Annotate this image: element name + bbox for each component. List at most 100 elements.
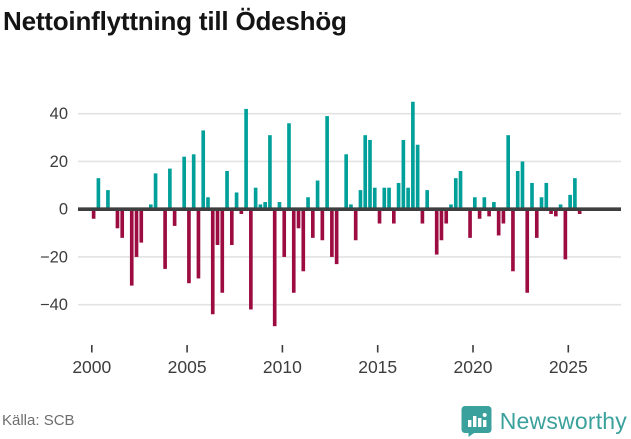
bar-2023-Q4 bbox=[544, 182, 549, 210]
bar-2011-Q3 bbox=[310, 209, 315, 238]
speech-bubble-shape bbox=[461, 406, 492, 437]
bar-2019-Q2 bbox=[458, 171, 463, 210]
bar-2018-Q3 bbox=[444, 209, 449, 224]
logo-exclamation-dot bbox=[482, 413, 487, 417]
bar-2012-Q1 bbox=[320, 209, 325, 241]
bar-2007-Q2 bbox=[229, 209, 234, 246]
bar-2010-Q3 bbox=[291, 209, 296, 293]
x-tick-label-2010: 2010 bbox=[263, 357, 302, 377]
bar-2016-Q4 bbox=[411, 101, 415, 210]
bar-2024-Q2 bbox=[554, 209, 558, 217]
bar-2017-Q3 bbox=[425, 190, 429, 210]
bar-2009-Q1 bbox=[263, 202, 267, 210]
bar-2023-Q3 bbox=[539, 197, 544, 210]
bar-2021-Q2 bbox=[496, 209, 501, 236]
bar-2017-Q2 bbox=[420, 209, 425, 224]
bar-2004-Q1 bbox=[168, 168, 172, 210]
bar-2012-Q2 bbox=[325, 116, 329, 210]
bar-2018-Q4 bbox=[449, 204, 453, 210]
bar-2025-Q1 bbox=[568, 194, 572, 210]
bar-2017-Q1 bbox=[415, 144, 420, 210]
bar-2000-Q4 bbox=[106, 190, 110, 210]
logo-bar-large bbox=[477, 418, 482, 427]
bar-2019-Q4 bbox=[468, 209, 472, 238]
bar-2014-Q4 bbox=[372, 187, 377, 210]
bar-2007-Q3 bbox=[234, 192, 239, 210]
bar-2019-Q1 bbox=[453, 178, 458, 210]
bar-2011-Q4 bbox=[315, 180, 320, 210]
bar-2010-Q2 bbox=[287, 123, 291, 210]
bar-2022-Q1 bbox=[511, 209, 515, 272]
x-tick-label-2005: 2005 bbox=[168, 357, 207, 377]
bar-2020-Q3 bbox=[482, 197, 487, 210]
bar-2020-Q1 bbox=[473, 197, 477, 210]
bar-2010-Q1 bbox=[282, 209, 287, 257]
bar-2007-Q4 bbox=[239, 209, 244, 214]
bar-2014-Q2 bbox=[363, 135, 368, 210]
bar-2005-Q2 bbox=[191, 154, 196, 210]
bar-2012-Q3 bbox=[330, 209, 334, 257]
bar-2023-Q2 bbox=[534, 209, 539, 238]
bar-2013-Q3 bbox=[349, 204, 353, 210]
bar-2010-Q4 bbox=[296, 209, 301, 229]
bar-2015-Q2 bbox=[382, 187, 387, 210]
bar-2008-Q2 bbox=[249, 209, 253, 310]
bar-2003-Q2 bbox=[153, 173, 158, 210]
bar-2021-Q1 bbox=[492, 202, 496, 210]
x-tick-label-2015: 2015 bbox=[358, 357, 397, 377]
newsworthy-logo-icon bbox=[461, 406, 492, 437]
y-tick-label--20: −20 bbox=[40, 248, 68, 266]
bar-2005-Q4 bbox=[201, 130, 206, 210]
bar-2005-Q3 bbox=[196, 209, 201, 279]
newsworthy-wordmark: Newsworthy bbox=[499, 407, 627, 434]
bar-2009-Q3 bbox=[272, 209, 277, 327]
bar-2006-Q4 bbox=[220, 209, 225, 293]
bar-2022-Q3 bbox=[520, 161, 525, 210]
bar-2015-Q4 bbox=[391, 209, 396, 224]
x-tick-label-2025: 2025 bbox=[549, 357, 588, 377]
bar-2005-Q1 bbox=[187, 209, 191, 284]
bar-2015-Q1 bbox=[377, 209, 382, 224]
bar-2012-Q4 bbox=[334, 209, 339, 265]
bar-2025-Q2 bbox=[573, 178, 577, 210]
logo-exclamation-stem bbox=[482, 420, 487, 427]
bar-2022-Q4 bbox=[525, 209, 530, 293]
bar-2008-Q1 bbox=[244, 108, 248, 210]
x-tick-label-2000: 2000 bbox=[72, 357, 111, 377]
logo-bar-small bbox=[467, 420, 472, 427]
bar-2015-Q3 bbox=[387, 187, 391, 210]
bar-2002-Q1 bbox=[129, 209, 134, 286]
bar-2003-Q4 bbox=[163, 209, 167, 269]
bar-2013-Q4 bbox=[353, 209, 358, 241]
bar-2003-Q1 bbox=[148, 204, 153, 210]
bar-2018-Q2 bbox=[439, 209, 444, 241]
bar-2001-Q2 bbox=[115, 209, 120, 229]
bar-2020-Q4 bbox=[487, 209, 491, 217]
bar-2006-Q1 bbox=[206, 197, 210, 210]
bar-2020-Q2 bbox=[477, 209, 482, 219]
bar-2002-Q3 bbox=[139, 209, 144, 243]
bar-2023-Q1 bbox=[530, 182, 534, 210]
bar-2004-Q2 bbox=[172, 209, 177, 226]
bar-2008-Q3 bbox=[253, 187, 258, 210]
bar-2014-Q3 bbox=[368, 139, 372, 210]
y-tick-label-20: 20 bbox=[50, 153, 68, 171]
bar-2016-Q1 bbox=[396, 182, 401, 210]
bar-2011-Q1 bbox=[301, 209, 306, 272]
bar-2001-Q3 bbox=[120, 209, 125, 238]
bar-2011-Q2 bbox=[306, 197, 310, 210]
bar-2016-Q3 bbox=[406, 187, 410, 210]
newsworthy-logo[interactable]: Newsworthy bbox=[461, 404, 627, 438]
bar-2014-Q1 bbox=[358, 190, 363, 210]
bar-2024-Q4 bbox=[563, 209, 568, 260]
bar-2000-Q2 bbox=[96, 178, 101, 210]
bar-2024-Q3 bbox=[558, 204, 563, 210]
bar-2006-Q2 bbox=[210, 209, 215, 315]
bar-2021-Q4 bbox=[506, 135, 511, 210]
bar-2009-Q2 bbox=[268, 135, 272, 210]
bar-2007-Q1 bbox=[225, 171, 229, 210]
bar-2016-Q2 bbox=[401, 139, 406, 210]
bar-2021-Q3 bbox=[501, 209, 506, 224]
bar-2000-Q1 bbox=[91, 209, 96, 219]
